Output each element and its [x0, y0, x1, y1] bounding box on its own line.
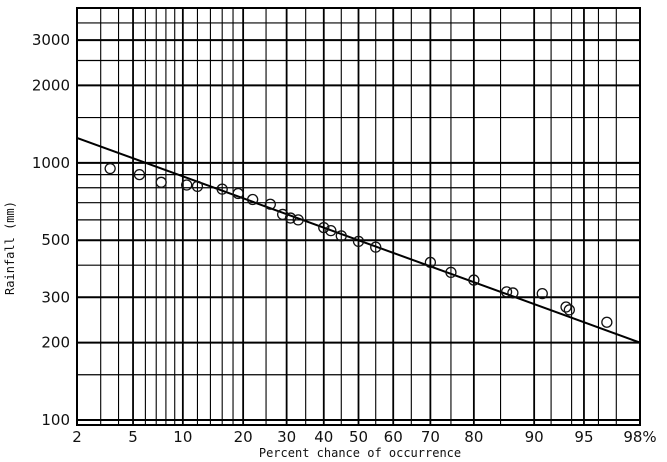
data-point: [500, 286, 513, 298]
y-tick-label: 200: [41, 334, 70, 352]
x-tick-label: 5: [128, 428, 138, 446]
data-point: [468, 274, 480, 286]
x-tick-label: 2: [72, 428, 82, 446]
x-tick-label: 50: [349, 428, 368, 446]
data-point: [325, 224, 337, 237]
data-point: [232, 187, 244, 200]
x-tick-label: 40: [314, 428, 333, 446]
y-tick-label: 2000: [32, 76, 70, 94]
data-point: [445, 266, 457, 279]
data-point: [560, 301, 572, 313]
x-tick-label: 30: [277, 428, 296, 446]
data-point: [104, 162, 116, 175]
data-point: [507, 287, 519, 299]
data-point: [133, 168, 146, 181]
y-axis-title: Rainfall (mm): [3, 201, 17, 295]
data-point: [424, 256, 437, 269]
y-tick-labels: 100 200 300 500 1000 2000 3000: [32, 31, 70, 429]
data-point: [155, 176, 167, 188]
x-tick-label: 70: [421, 428, 440, 446]
x-tick-label: 10: [173, 428, 192, 446]
data-point: [370, 241, 382, 253]
y-tick-label: 1000: [32, 154, 70, 172]
data-point: [181, 179, 193, 191]
fit-line: [76, 136, 641, 344]
y-tick-label: 100: [41, 411, 70, 429]
data-point: [191, 180, 204, 193]
data-point: [318, 221, 330, 234]
data-points: [104, 162, 613, 328]
x-axis-title: Percent chance of occurrence: [259, 446, 461, 460]
x-tick-labels: 2 5 10 20 30 40 50 60 70 80 90 95 98%: [72, 428, 656, 446]
x-tick-label: 98%: [623, 428, 656, 446]
data-point: [216, 183, 228, 195]
data-point: [284, 212, 297, 224]
data-point: [352, 235, 365, 248]
fit-line-group: [76, 136, 641, 344]
data-point: [247, 193, 259, 206]
x-tick-label: 80: [464, 428, 483, 446]
y-tick-label: 3000: [32, 31, 70, 49]
x-tick-label: 20: [234, 428, 253, 446]
data-point: [563, 304, 575, 316]
data-point: [335, 230, 347, 242]
grid: [76, 7, 641, 426]
x-tick-label: 60: [384, 428, 403, 446]
data-point: [264, 198, 276, 210]
data-point: [601, 316, 613, 328]
data-point: [292, 214, 304, 226]
data-point: [536, 287, 548, 300]
x-tick-label: 95: [574, 428, 593, 446]
y-tick-label: 300: [41, 288, 70, 306]
x-tick-label: 90: [525, 428, 544, 446]
y-tick-label: 500: [41, 231, 70, 249]
